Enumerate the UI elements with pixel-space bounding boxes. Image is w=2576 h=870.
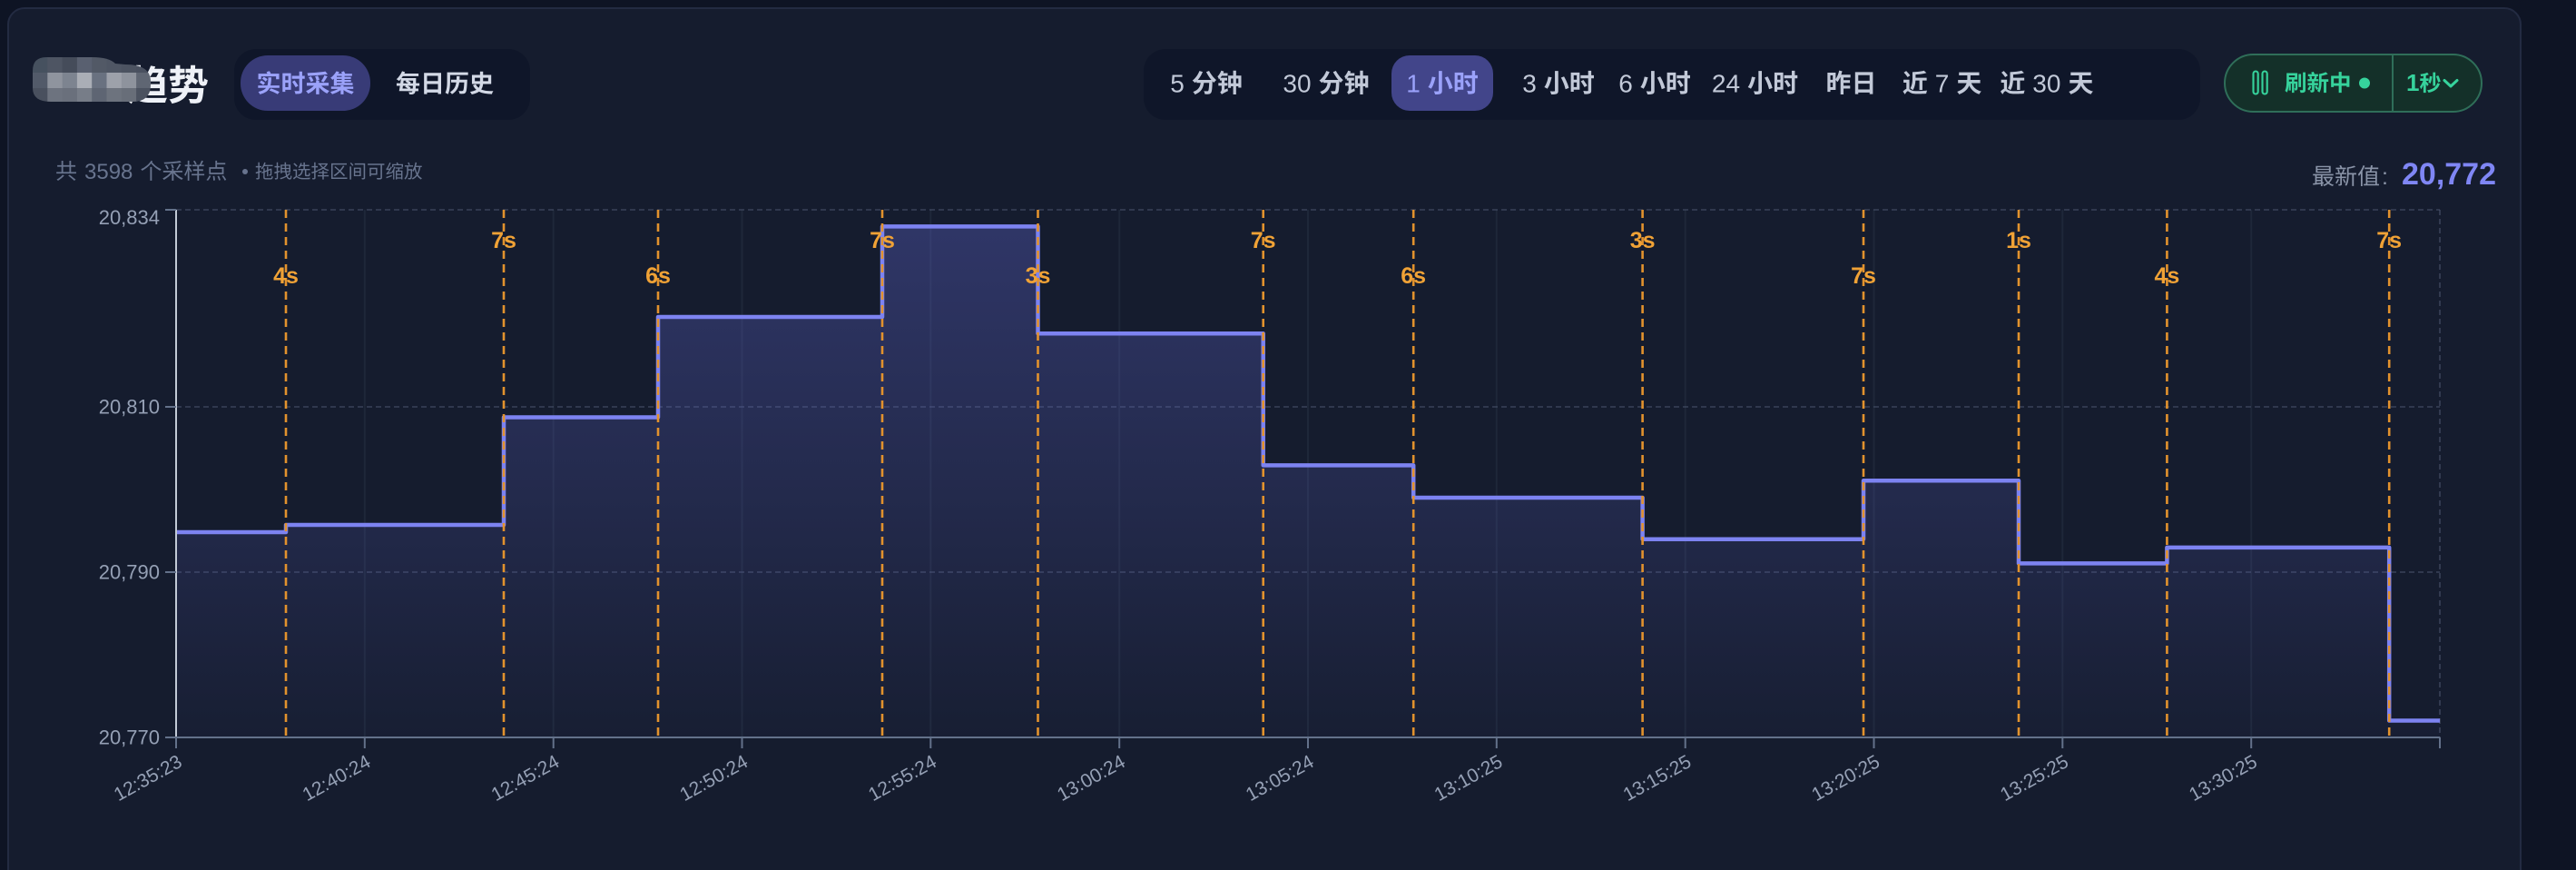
svg-text:20,770: 20,770	[99, 727, 160, 749]
svg-text:6: 6	[1618, 70, 1633, 98]
svg-text:7: 7	[1935, 70, 1950, 98]
svg-text:6s: 6s	[1401, 263, 1426, 289]
svg-text:3598: 3598	[84, 160, 133, 184]
svg-text:20,772: 20,772	[2402, 157, 2496, 192]
svg-text:1s: 1s	[2006, 228, 2031, 253]
svg-text:4s: 4s	[273, 263, 299, 289]
svg-text:7s: 7s	[870, 228, 895, 253]
svg-text:24: 24	[1712, 70, 1740, 98]
svg-text:7s: 7s	[1851, 263, 1876, 289]
svg-text:1: 1	[2406, 69, 2419, 96]
svg-text::: :	[2382, 164, 2388, 190]
svg-text:3s: 3s	[1026, 263, 1051, 289]
svg-text:20,834: 20,834	[99, 206, 160, 229]
svg-text:5: 5	[1170, 70, 1185, 98]
svg-text:3s: 3s	[1630, 228, 1656, 253]
svg-text:20,810: 20,810	[99, 396, 160, 419]
svg-text:1: 1	[1406, 70, 1421, 98]
svg-text:20,790: 20,790	[99, 561, 160, 584]
svg-text:30: 30	[2032, 70, 2060, 98]
svg-text:30: 30	[1283, 70, 1311, 98]
svg-text:7s: 7s	[2376, 228, 2402, 253]
svg-text:6s: 6s	[645, 263, 671, 289]
svg-text:4s: 4s	[2154, 263, 2179, 289]
svg-text:3: 3	[1522, 70, 1537, 98]
svg-text:7s: 7s	[491, 228, 516, 253]
svg-text:7s: 7s	[1251, 228, 1276, 253]
